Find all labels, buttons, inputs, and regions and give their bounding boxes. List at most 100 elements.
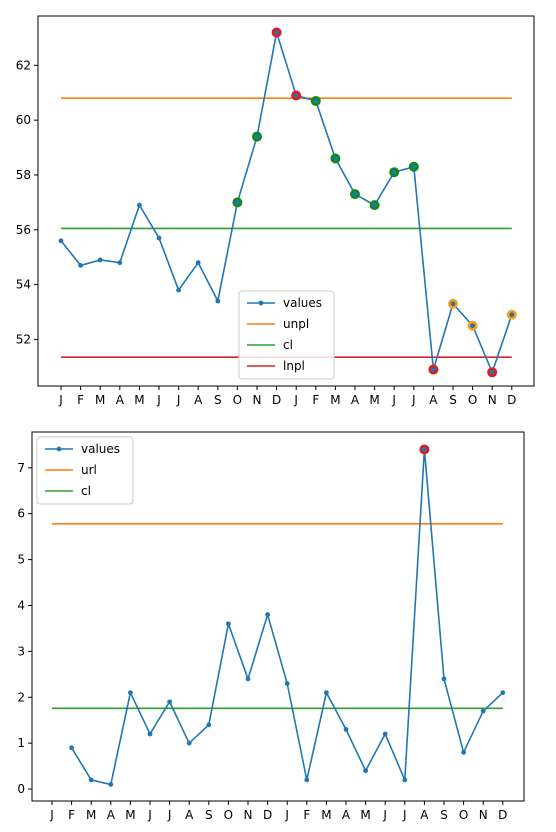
data-point: [97, 257, 103, 263]
y-tick-label: 4: [17, 598, 25, 612]
x-tick-label: S: [440, 808, 448, 822]
data-point: [422, 447, 427, 452]
data-point: [58, 238, 64, 244]
data-point: [147, 731, 153, 737]
y-tick-label: 3: [17, 644, 25, 658]
x-tick-label: A: [351, 393, 360, 407]
x-tick-label: M: [134, 393, 144, 407]
x-tick-label: J: [293, 393, 298, 407]
data-point: [489, 369, 495, 375]
y-tick-label: 6: [17, 507, 25, 521]
legend-box: [238, 290, 335, 380]
y-tick-label: 60: [16, 113, 31, 127]
data-point: [245, 676, 251, 682]
data-point: [265, 612, 270, 618]
legend-label-lnpl: lnpl: [283, 359, 305, 373]
x-tick-label: F: [68, 808, 75, 822]
x-tick-label: M: [95, 393, 105, 407]
x-tick-label: N: [244, 808, 253, 822]
data-point: [195, 260, 201, 266]
legend-label-url: url: [81, 463, 97, 477]
data-point: [402, 777, 408, 783]
x-tick-label: A: [420, 808, 429, 822]
data-point: [450, 301, 456, 307]
data-point: [333, 156, 338, 161]
data-point: [127, 690, 133, 696]
x-tick-label: D: [507, 393, 516, 407]
data-point: [509, 312, 515, 318]
data-point: [176, 287, 182, 293]
x-tick-label: A: [429, 393, 438, 407]
x-tick-label: A: [194, 393, 203, 407]
x-tick-label: A: [342, 808, 351, 822]
x-tick-label: J: [411, 393, 416, 407]
data-point: [206, 722, 212, 728]
x-tick-label: F: [312, 393, 319, 407]
data-point: [226, 621, 231, 627]
data-point: [470, 323, 475, 329]
y-tick-label: 1: [17, 736, 25, 750]
data-point: [186, 740, 192, 746]
x-tick-label: O: [468, 393, 477, 407]
legend-swatch-marker: [56, 446, 62, 452]
legend-swatch-marker: [258, 300, 264, 306]
data-point: [215, 298, 221, 304]
legend-label-cl: cl: [283, 338, 293, 352]
chart-bottom: J F M A M J J A S O N D J F M A M J J A S O N D01234567valuesur…: [17, 431, 525, 822]
legend-label-unpl: unpl: [283, 317, 309, 331]
data-point: [156, 235, 162, 241]
y-tick-label: 2: [17, 690, 25, 704]
x-tick-label: F: [77, 393, 84, 407]
data-point: [411, 164, 417, 170]
x-tick-label: S: [205, 808, 213, 822]
data-point: [500, 690, 506, 696]
x-tick-label: J: [156, 393, 161, 407]
data-point: [117, 260, 123, 266]
data-point: [293, 93, 299, 98]
x-tick-label: O: [224, 808, 233, 822]
x-tick-label: J: [391, 393, 396, 407]
x-tick-label: S: [449, 393, 457, 407]
x-tick-label: A: [107, 808, 116, 822]
x-tick-label: S: [214, 393, 222, 407]
data-point: [69, 745, 74, 751]
data-point: [324, 690, 329, 696]
y-tick-label: 7: [17, 461, 25, 475]
data-point: [343, 727, 349, 732]
x-tick-label: D: [272, 393, 281, 407]
x-tick-label: N: [488, 393, 497, 407]
x-tick-label: J: [49, 808, 54, 822]
x-tick-label: D: [498, 808, 507, 822]
data-point: [254, 134, 260, 139]
data-point: [480, 708, 486, 714]
x-tick-label: J: [284, 808, 289, 822]
data-point: [382, 731, 388, 737]
data-point: [441, 676, 447, 682]
x-tick-label: O: [233, 393, 242, 407]
x-tick-label: A: [116, 393, 125, 407]
legend-label-values: values: [81, 442, 120, 456]
data-point: [313, 98, 319, 104]
x-tick-label: J: [402, 808, 407, 822]
x-tick-label: J: [58, 393, 63, 407]
y-tick-label: 5: [17, 553, 25, 567]
x-tick-label: O: [459, 808, 468, 822]
x-tick-label: M: [369, 393, 379, 407]
y-tick-label: 54: [16, 278, 31, 292]
x-tick-label: A: [185, 808, 194, 822]
series-line-values: [60, 32, 513, 375]
data-point: [235, 199, 240, 205]
data-point: [137, 202, 142, 208]
x-tick-label: N: [253, 393, 262, 407]
y-tick-label: 58: [16, 168, 31, 182]
y-tick-label: 56: [16, 223, 31, 237]
x-tick-label: F: [303, 808, 310, 822]
legend-box: [36, 436, 134, 505]
data-point: [352, 191, 358, 197]
x-tick-label: J: [176, 393, 181, 407]
data-point: [274, 30, 279, 35]
data-point: [372, 202, 377, 208]
x-tick-label: J: [382, 808, 387, 822]
x-tick-label: M: [86, 808, 96, 822]
